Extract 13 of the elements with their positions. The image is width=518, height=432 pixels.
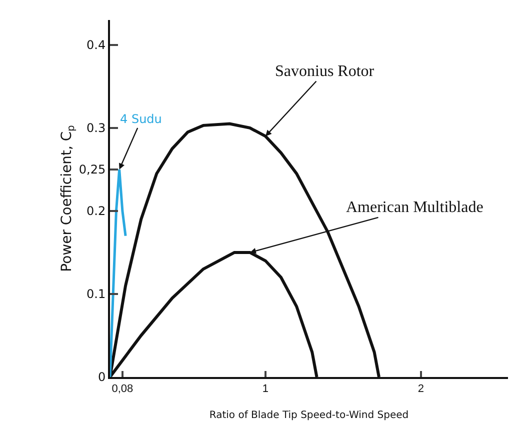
y-tick-label: 0 — [98, 370, 106, 384]
text: 4 Sudu — [120, 112, 162, 126]
y-tick-label: 0.1 — [86, 287, 106, 302]
y-tick-label: 0.4 — [86, 38, 106, 52]
text: Savonius Rotor — [275, 63, 375, 80]
x-axis-title: Ratio of Blade Tip Speed-to-Wind Speed — [209, 410, 409, 421]
y-tick-label: 0.3 — [86, 121, 106, 136]
text: American Multiblade — [346, 199, 484, 216]
x-tick-label: 2 — [418, 383, 424, 396]
x-tick-label: 1 — [262, 383, 269, 396]
x-tick-label: 0,08 — [112, 383, 134, 396]
y-tick-label: 0,25 — [78, 162, 106, 177]
y-tick-label: 0.2 — [86, 204, 106, 218]
